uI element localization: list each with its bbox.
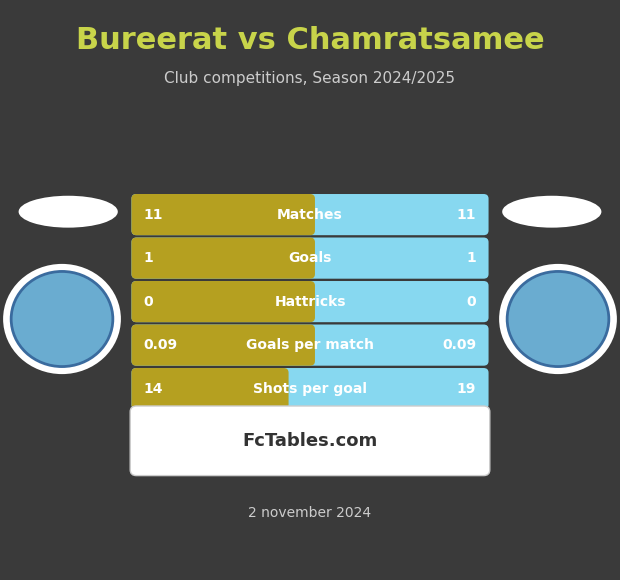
Text: 19: 19 <box>457 382 476 396</box>
Circle shape <box>3 264 121 374</box>
Text: 11: 11 <box>144 208 163 222</box>
Text: Club competitions, Season 2024/2025: Club competitions, Season 2024/2025 <box>164 71 456 86</box>
Circle shape <box>11 271 113 367</box>
FancyBboxPatch shape <box>131 238 489 278</box>
Text: Goals: Goals <box>288 251 332 265</box>
Text: 14: 14 <box>144 382 163 396</box>
Text: 1: 1 <box>466 251 476 265</box>
FancyBboxPatch shape <box>131 325 489 366</box>
Text: 1: 1 <box>144 251 154 265</box>
Text: Goals per match: Goals per match <box>246 338 374 352</box>
FancyBboxPatch shape <box>130 406 490 476</box>
FancyBboxPatch shape <box>131 194 489 235</box>
Text: 2 november 2024: 2 november 2024 <box>249 506 371 520</box>
Text: Min per goal: Min per goal <box>261 425 359 439</box>
Text: FcTables.com: FcTables.com <box>242 432 378 450</box>
Text: Shots per goal: Shots per goal <box>253 382 367 396</box>
Text: Hattricks: Hattricks <box>274 295 346 309</box>
Text: 1295: 1295 <box>437 425 476 439</box>
Text: 1156: 1156 <box>144 425 183 439</box>
FancyBboxPatch shape <box>131 368 288 409</box>
Ellipse shape <box>502 196 601 228</box>
Circle shape <box>499 264 617 374</box>
Text: 0: 0 <box>466 295 476 309</box>
FancyBboxPatch shape <box>131 281 315 322</box>
Text: Bureerat vs Chamratsamee: Bureerat vs Chamratsamee <box>76 26 544 55</box>
Text: 0.09: 0.09 <box>144 338 178 352</box>
Text: 0.09: 0.09 <box>442 338 476 352</box>
FancyBboxPatch shape <box>131 238 315 278</box>
Circle shape <box>507 271 609 367</box>
Text: Matches: Matches <box>277 208 343 222</box>
FancyBboxPatch shape <box>131 281 489 322</box>
FancyBboxPatch shape <box>131 412 305 452</box>
FancyBboxPatch shape <box>131 368 489 409</box>
FancyBboxPatch shape <box>131 194 315 235</box>
Ellipse shape <box>19 196 118 228</box>
FancyBboxPatch shape <box>131 412 489 452</box>
Text: 11: 11 <box>457 208 476 222</box>
Text: 0: 0 <box>144 295 154 309</box>
FancyBboxPatch shape <box>131 325 315 366</box>
